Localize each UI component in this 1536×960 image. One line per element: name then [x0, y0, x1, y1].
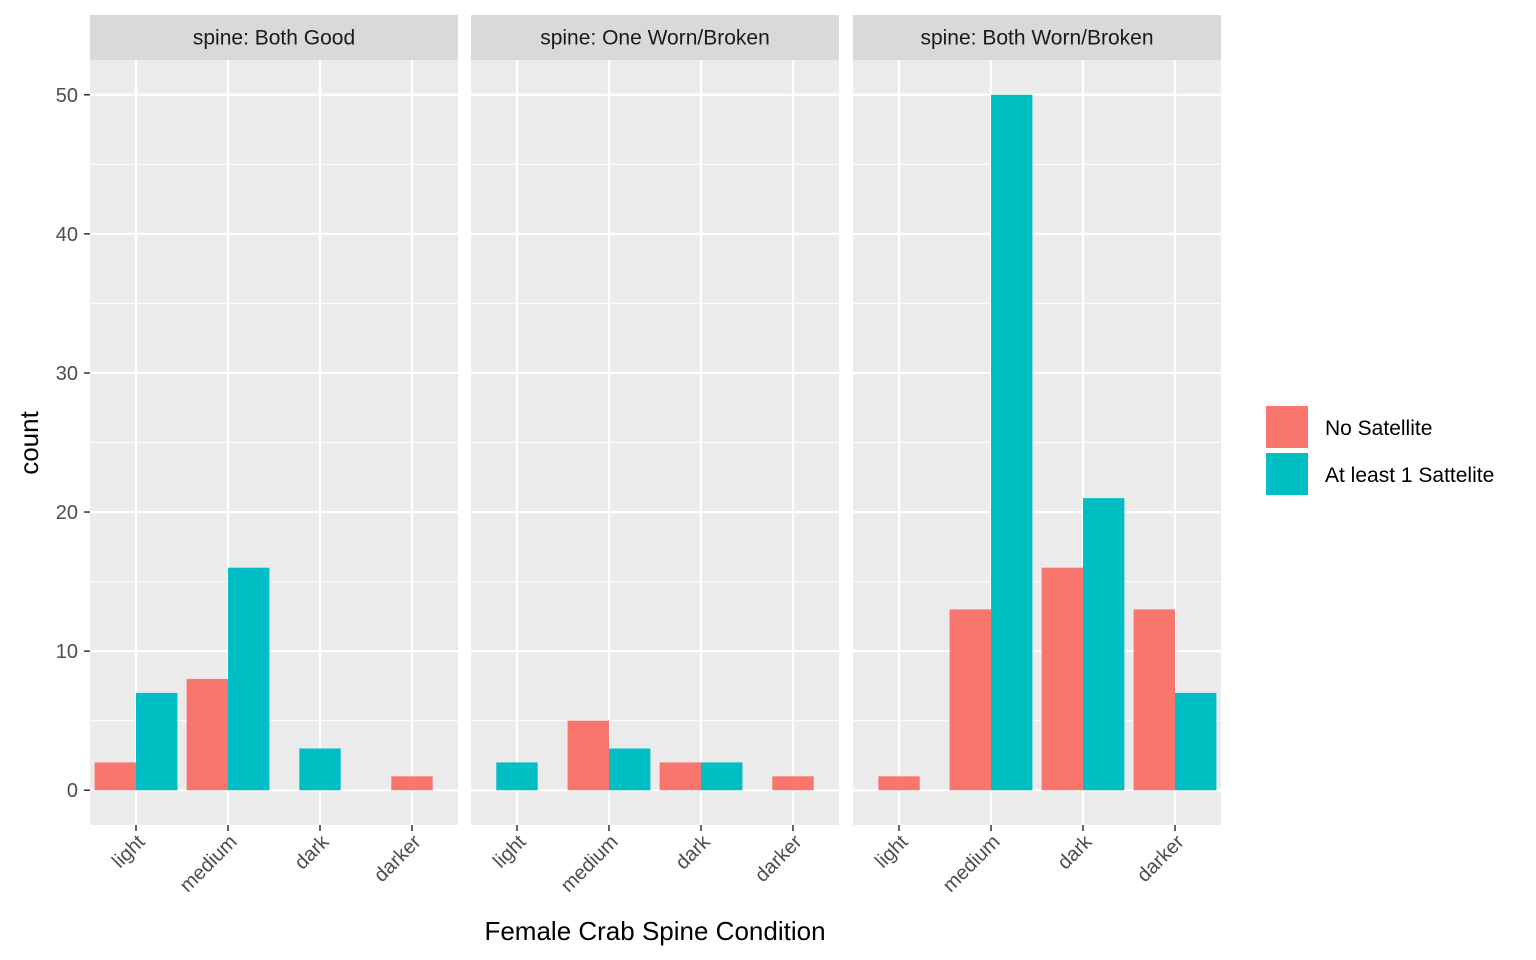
- x-tick-label: darker: [1133, 831, 1189, 887]
- y-tick-label: 30: [56, 363, 78, 385]
- y-axis: 0 10 20 30 40 50: [56, 85, 90, 802]
- x-axis-title: Female Crab Spine Condition: [484, 916, 825, 946]
- y-tick-label: 40: [56, 224, 78, 246]
- y-tick-label: 20: [56, 502, 78, 524]
- bar-no-satellite-light: [878, 776, 920, 791]
- bar-no-satellite-medium: [567, 720, 609, 791]
- facet-strip: [90, 15, 458, 60]
- bar-at-least-1-sattelite-medium: [991, 94, 1033, 791]
- bar-at-least-1-sattelite-dark: [701, 762, 743, 791]
- facet-strip-label: spine: Both Good: [193, 27, 355, 50]
- legend-label: At least 1 Sattelite: [1325, 464, 1494, 487]
- facet-strip: [471, 15, 839, 60]
- legend-key: [1266, 406, 1308, 448]
- legend-key: [1266, 453, 1308, 495]
- bar-at-least-1-sattelite-darker: [1175, 692, 1217, 791]
- y-axis-title: count: [14, 410, 44, 474]
- bar-no-satellite-light: [94, 762, 136, 791]
- bar-at-least-1-sattelite-dark: [1083, 498, 1125, 791]
- bar-no-satellite-darker: [391, 776, 433, 791]
- legend: No Satellite At least 1 Sattelite: [1266, 406, 1494, 495]
- bar-no-satellite-dark: [1041, 567, 1083, 791]
- bar-no-satellite-medium: [949, 609, 991, 791]
- facet-panel: spine: One Worn/Broken light medium dark dar…: [471, 15, 839, 897]
- y-tick-label: 10: [56, 641, 78, 663]
- bar-at-least-1-sattelite-dark: [299, 748, 341, 791]
- bar-no-satellite-darker: [772, 776, 814, 791]
- x-tick-label: medium: [557, 831, 623, 897]
- bar-at-least-1-sattelite-medium: [228, 567, 270, 791]
- bar-no-satellite-darker: [1133, 609, 1175, 791]
- facet-panel: spine: Both Good light medium dark darker: [90, 15, 458, 897]
- x-tick-label: darker: [370, 831, 426, 887]
- facet-strip-label: spine: Both Worn/Broken: [920, 27, 1153, 50]
- y-tick-label: 0: [67, 780, 78, 802]
- x-tick-label: dark: [290, 830, 334, 874]
- x-tick-label: light: [871, 831, 913, 873]
- x-tick-label: dark: [1053, 830, 1097, 874]
- x-tick-label: dark: [671, 830, 715, 874]
- bar-at-least-1-sattelite-light: [136, 692, 178, 791]
- x-tick-label: darker: [751, 831, 807, 887]
- bar-at-least-1-sattelite-light: [496, 762, 538, 791]
- x-tick-label: medium: [176, 831, 242, 897]
- x-tick-label: medium: [939, 831, 1005, 897]
- x-tick-label: light: [489, 831, 531, 873]
- legend-label: No Satellite: [1325, 417, 1432, 440]
- y-tick-label: 50: [56, 85, 78, 107]
- facet-panel: spine: Both Worn/Broken light medium dark da…: [853, 15, 1221, 897]
- bar-no-satellite-dark: [659, 762, 701, 791]
- facet-strip: [853, 15, 1221, 60]
- x-tick-label: light: [108, 831, 150, 873]
- bar-no-satellite-medium: [186, 678, 228, 791]
- facet-strip-label: spine: One Worn/Broken: [540, 27, 770, 50]
- bar-at-least-1-sattelite-medium: [609, 748, 651, 791]
